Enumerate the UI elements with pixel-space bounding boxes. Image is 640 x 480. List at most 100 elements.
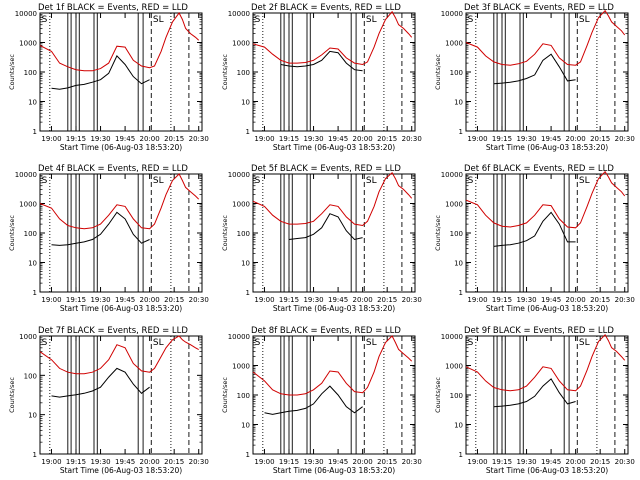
y-tick-label: 10000	[15, 10, 37, 18]
y-tick-label: 100	[24, 69, 37, 77]
y-tick-label: 10	[454, 99, 463, 107]
y-tick-label: 10	[28, 260, 37, 268]
y-tick-label: 10000	[228, 10, 250, 18]
y-tick-label: 1	[33, 289, 37, 297]
x-tick-label: 20:00	[353, 135, 373, 143]
x-tick-label: 20:15	[377, 458, 397, 466]
chart-panel-8: Det 8f BLACK = Events, RED = LLD 1 10 100 10…	[221, 326, 422, 475]
plot-frame	[252, 12, 416, 132]
x-tick-label: 20:30	[615, 135, 635, 143]
y-tick-label: 1000	[445, 40, 463, 48]
x-tick-label: 20:30	[189, 135, 209, 143]
y-tick-label: 1000	[232, 201, 250, 209]
lld-rate-line	[39, 173, 200, 230]
x-tick-label: 20:30	[402, 296, 422, 304]
chart-panel-6: Det 6f BLACK = Events, RED = LLD 1 10 100 10…	[434, 164, 635, 313]
y-axis-label: Counts/sec	[434, 54, 442, 90]
x-tick-label: 19:15	[279, 458, 299, 466]
x-tick-label: 19:45	[328, 135, 348, 143]
events-rate-line	[493, 211, 576, 247]
plot-frame	[252, 335, 416, 455]
y-axis-label: Counts/sec	[8, 377, 16, 413]
events-rate-line	[493, 378, 576, 408]
y-tick-label: 1000	[19, 333, 37, 341]
y-tick-label: 10	[241, 260, 250, 268]
annotation-label: SL	[366, 176, 377, 186]
x-axis-label: Start Time (06-Aug-03 18:53:20)	[60, 143, 182, 152]
x-tick-label: 19:30	[90, 296, 110, 304]
x-tick-label: 19:45	[328, 458, 348, 466]
x-tick-label: 19:30	[516, 135, 536, 143]
lld-rate-line	[252, 10, 413, 66]
lld-rate-line	[252, 172, 413, 227]
panel-title: Det 2f BLACK = Events, RED = LLD	[251, 3, 401, 13]
annotation-label: SL	[366, 338, 377, 348]
x-axis-label: Start Time (06-Aug-03 18:53:20)	[273, 466, 395, 475]
x-tick-label: 19:00	[254, 135, 274, 143]
x-tick-label: 20:15	[377, 135, 397, 143]
annotation-label: S	[42, 176, 48, 186]
y-tick-label: 100	[450, 392, 463, 400]
events-rate-line	[51, 211, 150, 246]
x-tick-label: 19:00	[467, 458, 487, 466]
annotation-label: S	[255, 15, 261, 25]
y-tick-label: 100	[450, 69, 463, 77]
y-tick-label: 10000	[441, 171, 463, 179]
panel-title: Det 8f BLACK = Events, RED = LLD	[251, 326, 401, 336]
y-axis-label: Counts/sec	[221, 377, 229, 413]
annotation-label: S	[468, 15, 474, 25]
x-axis-label: Start Time (06-Aug-03 18:53:20)	[273, 304, 395, 313]
y-tick-label: 10000	[15, 171, 37, 179]
x-tick-label: 19:30	[90, 135, 110, 143]
annotation-label: S	[42, 338, 48, 348]
y-axis-label: Counts/sec	[8, 215, 16, 251]
plot-frame	[39, 173, 203, 293]
y-tick-label: 10000	[441, 10, 463, 18]
y-tick-label: 100	[237, 230, 250, 238]
annotation-label: SL	[579, 15, 590, 25]
events-rate-line	[51, 55, 150, 90]
x-axis-label: Start Time (06-Aug-03 18:53:20)	[273, 143, 395, 152]
x-tick-label: 19:00	[254, 296, 274, 304]
x-tick-label: 20:00	[140, 296, 160, 304]
x-tick-label: 20:15	[590, 458, 610, 466]
x-tick-label: 19:15	[66, 458, 86, 466]
annotation-label: S	[468, 176, 474, 186]
panel-title: Det 3f BLACK = Events, RED = LLD	[464, 3, 614, 13]
y-tick-label: 1	[33, 128, 37, 136]
annotation-label: S	[255, 338, 261, 348]
events-rate-line	[280, 50, 363, 72]
events-rate-line	[288, 213, 363, 241]
y-tick-label: 1	[246, 289, 250, 297]
x-tick-label: 19:00	[41, 296, 61, 304]
x-axis-label: Start Time (06-Aug-03 18:53:20)	[486, 466, 608, 475]
x-tick-label: 19:00	[254, 458, 274, 466]
y-tick-label: 1000	[232, 40, 250, 48]
chart-panel-7: Det 7f BLACK = Events, RED = LLD 1 10 100 10…	[8, 326, 209, 475]
x-tick-label: 19:30	[303, 458, 323, 466]
y-tick-label: 10	[28, 412, 37, 420]
chart-panel-5: Det 5f BLACK = Events, RED = LLD 1 10 100 10…	[221, 164, 422, 313]
x-tick-label: 20:30	[189, 296, 209, 304]
annotation-label: SL	[153, 15, 164, 25]
y-tick-label: 1	[246, 451, 250, 459]
events-rate-line	[264, 385, 363, 415]
x-tick-label: 19:30	[303, 296, 323, 304]
x-axis-label: Start Time (06-Aug-03 18:53:20)	[60, 466, 182, 475]
lld-rate-line	[39, 12, 200, 72]
x-tick-label: 20:15	[164, 458, 184, 466]
events-rate-line	[51, 367, 150, 398]
y-tick-label: 1000	[19, 201, 37, 209]
x-axis-label: Start Time (06-Aug-03 18:53:20)	[60, 304, 182, 313]
y-tick-label: 100	[237, 69, 250, 77]
y-tick-label: 1	[459, 451, 463, 459]
x-tick-label: 19:30	[303, 135, 323, 143]
panel-title: Det 7f BLACK = Events, RED = LLD	[38, 326, 188, 336]
x-tick-label: 20:30	[615, 296, 635, 304]
plot-frame	[39, 335, 203, 455]
x-tick-label: 20:15	[164, 296, 184, 304]
plot-frame	[465, 335, 629, 455]
y-tick-label: 10	[28, 99, 37, 107]
lld-rate-line	[465, 170, 626, 229]
